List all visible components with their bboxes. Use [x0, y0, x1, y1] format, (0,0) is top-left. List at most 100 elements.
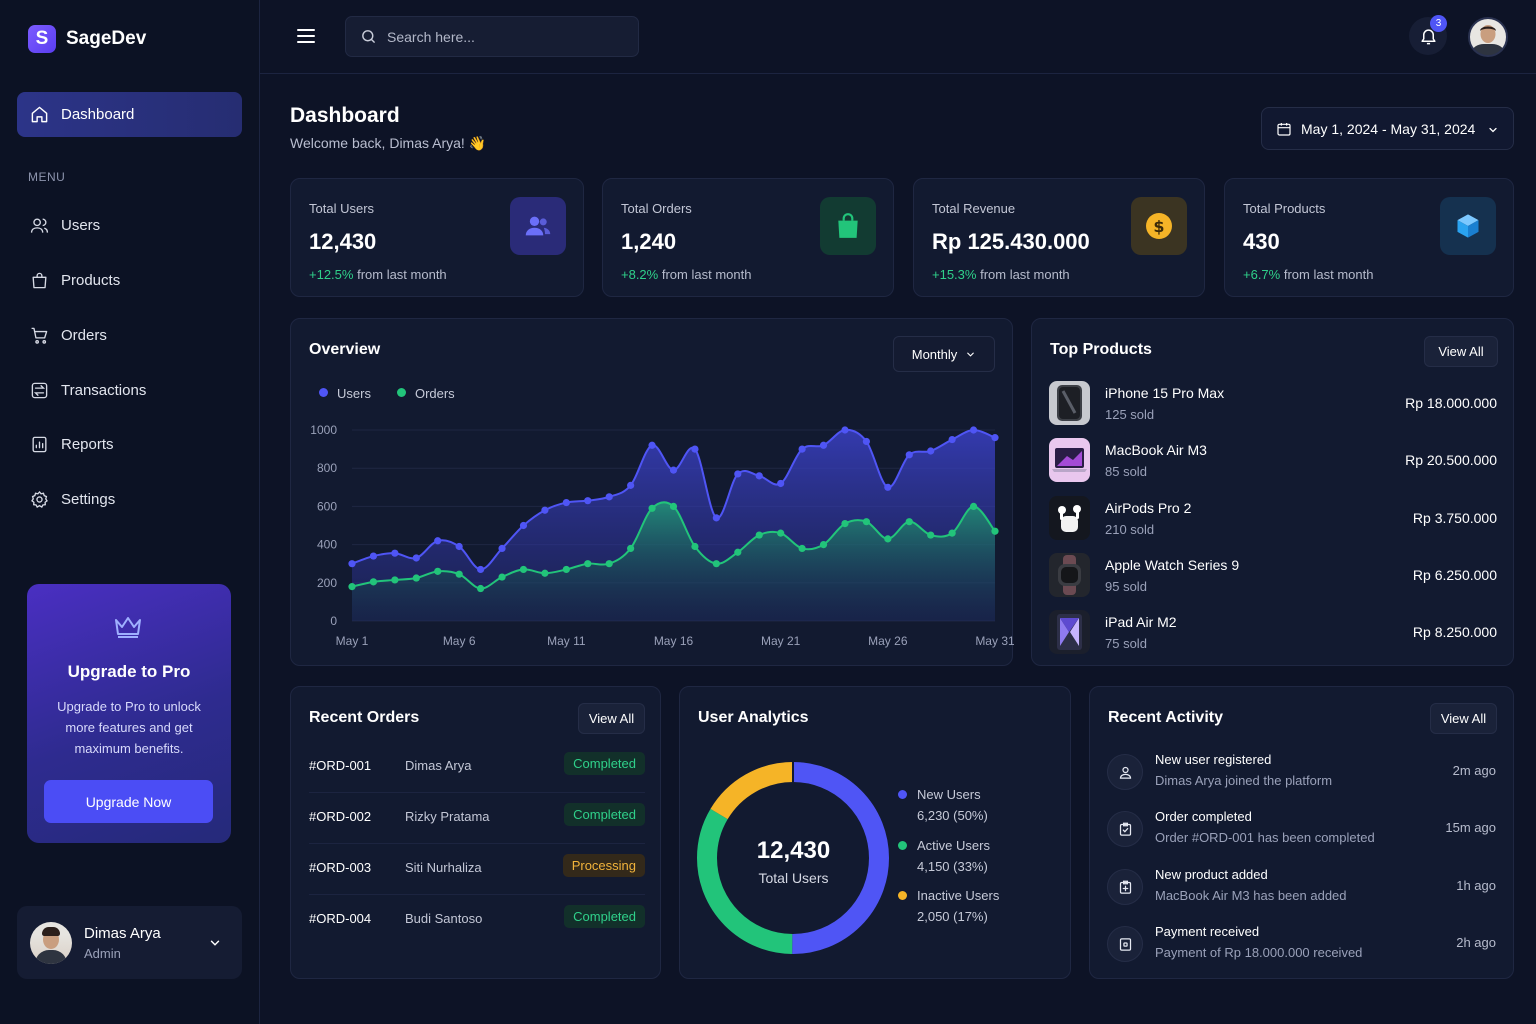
point-users [927, 447, 935, 455]
table-row[interactable]: #ORD-002 Rizky Pratama Completed [309, 793, 645, 844]
brand-name: SageDev [66, 28, 147, 49]
y-tick-label: 0 [330, 614, 337, 628]
point-orders [948, 529, 956, 537]
table-row[interactable]: #ORD-001 Dimas Arya Completed [309, 742, 645, 793]
crown-icon [115, 617, 141, 638]
product-price: Rp 8.250.000 [1412, 624, 1497, 640]
area-orders [352, 502, 995, 621]
donut-total-label: Total Users [758, 870, 829, 886]
page-title: Dashboard [290, 104, 400, 127]
sidebar-item-dashboard[interactable]: Dashboard [17, 92, 242, 137]
point-users [477, 565, 485, 574]
list-item[interactable]: New product added MacBook Air M3 has bee… [1107, 867, 1496, 915]
order-customer: Budi Santoso [405, 911, 483, 926]
list-item[interactable]: AirPods Pro 2 210 sold Rp 3.750.000 [1049, 496, 1497, 542]
x-tick-label: May 21 [761, 634, 801, 648]
list-item[interactable]: Order completed Order #ORD-001 has been … [1107, 809, 1496, 857]
product-name: MacBook Air M3 [1105, 442, 1207, 458]
product-sold: 210 sold [1105, 522, 1155, 537]
watch-icon [1049, 553, 1090, 597]
order-customer: Rizky Pratama [405, 809, 490, 824]
point-orders [862, 518, 871, 526]
sidebar-item-label: Settings [61, 491, 116, 508]
point-orders [455, 570, 463, 578]
point-orders [369, 578, 378, 586]
list-item[interactable]: Payment received Payment of Rp 18.000.00… [1107, 924, 1496, 972]
product-name: Apple Watch Series 9 [1105, 557, 1240, 573]
point-users [669, 466, 678, 474]
period-select[interactable]: Monthly [893, 336, 995, 372]
upgrade-title: Upgrade to Pro [67, 662, 191, 681]
activity-time: 2h ago [1456, 935, 1496, 950]
stat-value: 430 [1243, 229, 1280, 254]
sidebar-item-label: Orders [61, 327, 107, 344]
user-profile[interactable]: Dimas Arya Admin [17, 906, 242, 979]
stat-value: Rp 125.430.000 [932, 229, 1090, 254]
sidebar-item-label: Products [61, 272, 121, 289]
upgrade-now-button[interactable]: Upgrade Now [44, 780, 213, 823]
top-products-view-all-button[interactable]: View All [1424, 336, 1498, 367]
activity-time: 2m ago [1452, 763, 1496, 778]
point-users [969, 426, 978, 434]
product-sold: 85 sold [1105, 464, 1147, 479]
table-row[interactable]: #ORD-004 Budi Santoso Completed [309, 895, 645, 946]
point-orders [991, 527, 999, 535]
product-name: AirPods Pro 2 [1105, 500, 1192, 516]
sidebar-item-reports[interactable]: Reports [30, 435, 114, 454]
iphone-icon [1049, 381, 1090, 425]
activity-title: New product added [1155, 867, 1268, 882]
gear-icon [31, 490, 48, 509]
upgrade-card: Upgrade to Pro Upgrade to Pro to unlock … [27, 584, 231, 843]
activity-desc: Order #ORD-001 has been completed [1155, 830, 1375, 845]
stat-label: Total Revenue [932, 201, 1016, 216]
profile-role: Admin [84, 945, 121, 961]
date-range-picker[interactable]: May 1, 2024 - May 31, 2024 [1261, 107, 1514, 150]
point-users [498, 544, 506, 553]
point-orders [969, 502, 978, 510]
point-users [369, 552, 378, 560]
point-orders [798, 544, 806, 553]
point-users [948, 435, 956, 444]
x-tick-label: May 1 [336, 634, 369, 648]
sidebar-item-orders[interactable]: Orders [30, 326, 107, 345]
list-item[interactable]: MacBook Air M3 85 sold Rp 20.500.000 [1049, 438, 1497, 484]
notification-badge: 3 [1430, 15, 1447, 32]
point-orders [841, 519, 849, 528]
table-row[interactable]: #ORD-003 Siti Nurhaliza Processing [309, 844, 645, 895]
recent-activity-view-all-button[interactable]: View All [1430, 703, 1497, 734]
x-tick-label: May 6 [443, 634, 476, 648]
brand-logo: S [28, 25, 56, 53]
svg-text:$: $ [1153, 217, 1164, 236]
sidebar-item-products[interactable]: Products [30, 271, 120, 290]
product-price: Rp 20.500.000 [1405, 452, 1497, 468]
hamburger-menu-icon[interactable] [296, 27, 316, 45]
user-analytics-card: User Analytics 12,430 Total Users New Us… [679, 686, 1071, 979]
brand[interactable]: S SageDev [28, 25, 146, 53]
point-orders [755, 531, 763, 539]
y-tick-label: 200 [317, 576, 337, 590]
point-orders [477, 584, 485, 593]
sidebar-item-settings[interactable]: Settings [30, 490, 115, 509]
recent-orders-title: Recent Orders [309, 709, 420, 726]
x-tick-label: May 31 [975, 634, 1014, 648]
sidebar-item-transactions[interactable]: Transactions [30, 381, 146, 400]
receipt-icon [1107, 926, 1143, 962]
list-item[interactable]: New user registered Dimas Arya joined th… [1107, 752, 1496, 800]
point-users [455, 542, 463, 551]
list-item[interactable]: iPad Air M2 75 sold Rp 8.250.000 [1049, 610, 1497, 656]
recent-orders-view-all-button[interactable]: View All [578, 703, 645, 734]
sidebar-item-users[interactable]: Users [30, 216, 100, 235]
list-item[interactable]: iPhone 15 Pro Max 125 sold Rp 18.000.000 [1049, 381, 1497, 427]
search-input[interactable] [387, 28, 617, 45]
stat-value: 1,240 [621, 229, 677, 254]
chevron-down-icon[interactable] [208, 936, 222, 950]
earbuds-icon [1049, 496, 1090, 540]
list-item[interactable]: Apple Watch Series 9 95 sold Rp 6.250.00… [1049, 553, 1497, 599]
avatar [30, 921, 72, 964]
search-bar[interactable] [345, 16, 639, 57]
stat-card-total-products: Total Products 430 +6.7% from last month [1224, 178, 1514, 297]
order-id: #ORD-004 [309, 911, 372, 926]
avatar[interactable] [1468, 17, 1508, 57]
legend-active-users: Active Users 4,150 (33%) [898, 838, 990, 874]
user-icon [1107, 754, 1143, 790]
